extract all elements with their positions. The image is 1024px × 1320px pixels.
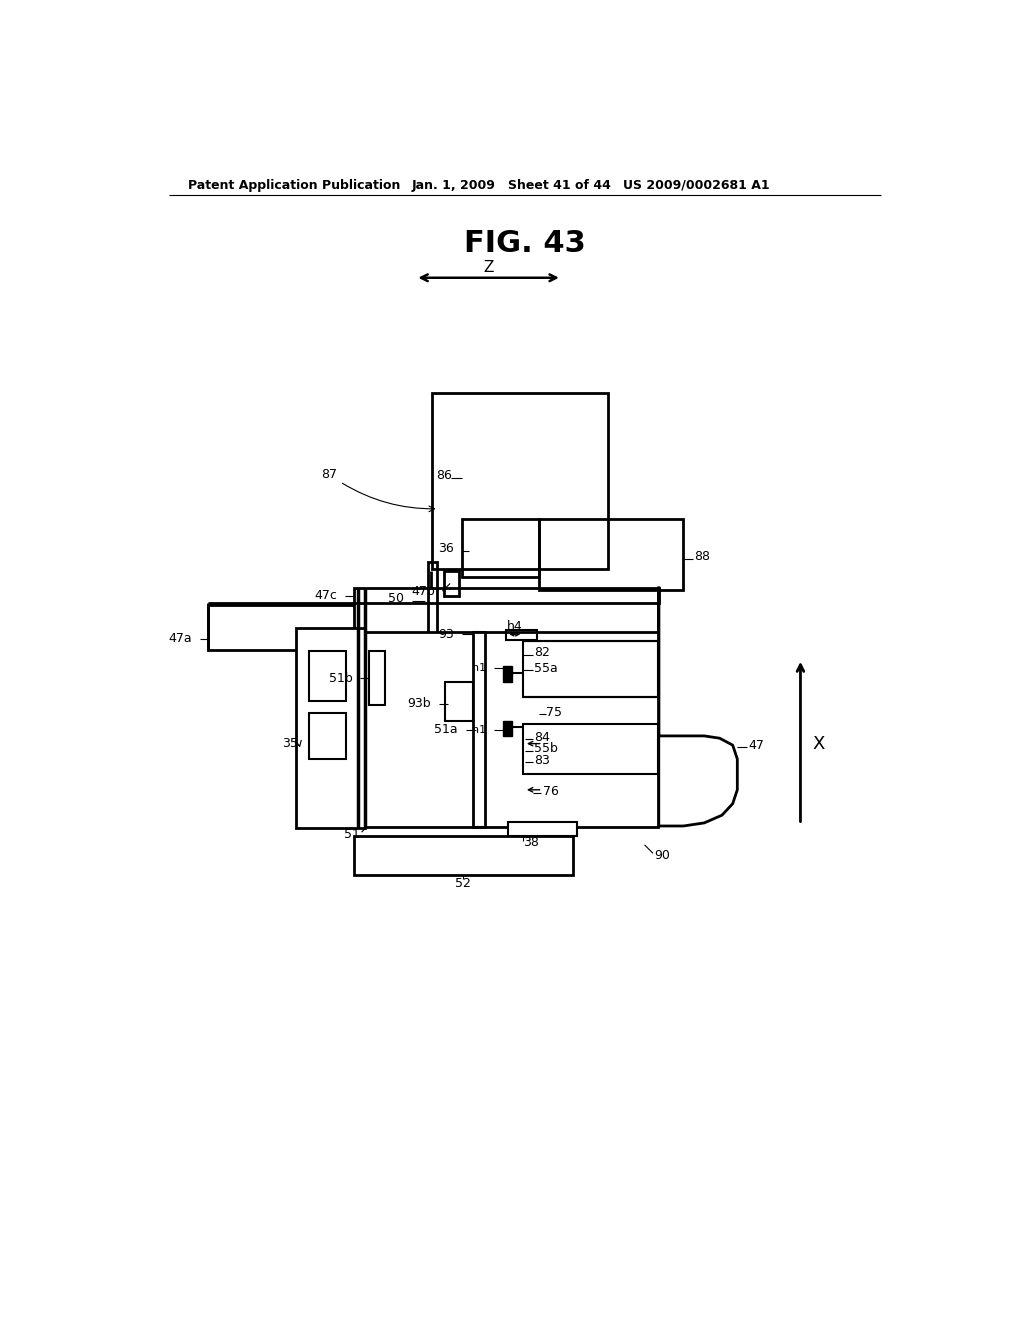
Bar bbox=[366, 632, 658, 826]
Text: 47a: 47a bbox=[169, 632, 193, 645]
Bar bbox=[523, 725, 658, 775]
Text: 38: 38 bbox=[523, 836, 539, 849]
Bar bbox=[208, 605, 354, 649]
Text: 51: 51 bbox=[344, 828, 360, 841]
Bar bbox=[354, 589, 658, 603]
Text: FIG. 43: FIG. 43 bbox=[464, 228, 586, 257]
Text: 76: 76 bbox=[543, 785, 558, 797]
Text: 87: 87 bbox=[321, 467, 337, 480]
Polygon shape bbox=[658, 589, 737, 826]
Text: 83: 83 bbox=[535, 754, 550, 767]
Bar bbox=[432, 393, 608, 569]
Text: X: X bbox=[812, 735, 824, 752]
Bar bbox=[462, 519, 539, 577]
Text: 82: 82 bbox=[535, 647, 550, 659]
Text: 47: 47 bbox=[749, 739, 764, 751]
Bar bbox=[506, 631, 538, 640]
Bar bbox=[354, 836, 573, 875]
Bar bbox=[473, 632, 484, 826]
Text: 36: 36 bbox=[438, 543, 454, 556]
Text: 93: 93 bbox=[438, 628, 454, 640]
Bar bbox=[296, 628, 366, 829]
Text: 47b: 47b bbox=[411, 585, 435, 598]
Bar bbox=[503, 721, 512, 737]
Bar bbox=[444, 572, 460, 595]
Text: 84: 84 bbox=[535, 731, 550, 744]
Text: 55a: 55a bbox=[535, 661, 558, 675]
Bar bbox=[444, 682, 473, 721]
Text: Z: Z bbox=[483, 260, 494, 276]
Text: 51b: 51b bbox=[329, 672, 352, 685]
Text: 90: 90 bbox=[654, 849, 670, 862]
Text: 52: 52 bbox=[456, 878, 471, 890]
Bar bbox=[370, 651, 385, 705]
Text: 51a: 51a bbox=[434, 723, 458, 737]
Bar bbox=[508, 822, 578, 836]
Text: 47c: 47c bbox=[314, 589, 337, 602]
Text: 35: 35 bbox=[283, 737, 298, 750]
Text: 50: 50 bbox=[388, 593, 403, 606]
Bar bbox=[523, 642, 658, 697]
Bar bbox=[503, 665, 512, 682]
Text: h4: h4 bbox=[507, 620, 522, 634]
Text: Patent Application Publication: Patent Application Publication bbox=[188, 178, 400, 191]
Text: 75: 75 bbox=[547, 706, 562, 719]
Text: Jan. 1, 2009   Sheet 41 of 44: Jan. 1, 2009 Sheet 41 of 44 bbox=[412, 178, 611, 191]
Text: 93b: 93b bbox=[408, 697, 431, 710]
Text: US 2009/0002681 A1: US 2009/0002681 A1 bbox=[624, 178, 770, 191]
Text: 88: 88 bbox=[694, 550, 711, 564]
Bar bbox=[309, 651, 346, 701]
Text: h1: h1 bbox=[472, 725, 486, 735]
Text: 86: 86 bbox=[436, 469, 453, 482]
Text: h1: h1 bbox=[472, 663, 486, 673]
Bar bbox=[539, 519, 683, 590]
Bar bbox=[428, 562, 437, 663]
Text: 55b: 55b bbox=[535, 742, 558, 755]
Bar bbox=[309, 713, 346, 759]
